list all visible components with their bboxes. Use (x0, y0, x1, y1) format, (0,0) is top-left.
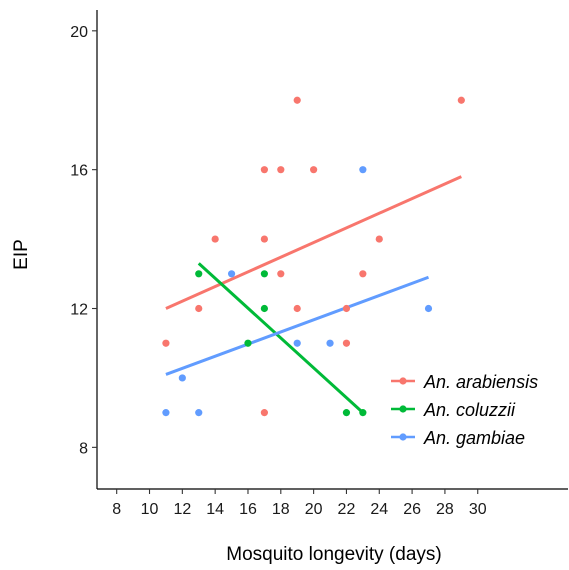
y-tick-label: 8 (79, 440, 88, 457)
x-axis-ticks: 8 10 12 14 16 18 20 22 24 26 28 30 (112, 489, 487, 518)
x-tick-label: 16 (239, 501, 257, 518)
y-tick-label: 16 (70, 163, 88, 180)
legend: An. arabiensis An. coluzzii An. gambiae (391, 372, 538, 448)
data-point-an-coluzzii (260, 270, 268, 278)
y-tick-label: 20 (70, 24, 88, 41)
x-tick-label: 24 (370, 501, 388, 518)
legend-key-point (399, 433, 407, 441)
data-point-an-arabiensis (260, 166, 268, 174)
data-point-an-coluzzii (195, 270, 203, 278)
legend-key-point (399, 405, 407, 413)
y-tick-label: 12 (70, 302, 88, 319)
data-point-an-coluzzii (342, 409, 351, 417)
fit-line-an-coluzzii (197, 262, 364, 414)
legend-item-an-coluzzii: An. coluzzii (391, 400, 516, 420)
fit-line-an-gambiae (165, 275, 430, 376)
data-point-an-gambiae (178, 374, 186, 382)
data-point-an-arabiensis (342, 304, 351, 313)
data-point-an-gambiae (162, 409, 170, 417)
data-point-an-arabiensis (195, 304, 203, 313)
data-point-an-gambiae (195, 409, 203, 417)
data-point-an-arabiensis (375, 235, 383, 243)
data-points (162, 96, 465, 417)
y-axis-title: EIP (11, 239, 32, 270)
data-point-an-arabiensis (277, 166, 285, 174)
data-point-an-arabiensis (260, 235, 268, 243)
data-point-an-coluzzii (260, 304, 268, 313)
data-point-an-gambiae (359, 166, 367, 174)
x-tick-label: 26 (403, 501, 421, 518)
legend-label: An. gambiae (423, 428, 525, 448)
data-point-an-gambiae (326, 339, 334, 347)
data-point-an-gambiae (227, 270, 236, 278)
data-point-an-coluzzii (244, 339, 252, 347)
data-point-an-gambiae (424, 304, 433, 313)
legend-label: An. arabiensis (423, 372, 538, 392)
data-point-an-arabiensis (342, 339, 351, 347)
data-point-an-arabiensis (293, 304, 301, 313)
x-tick-label: 12 (173, 501, 191, 518)
data-point-an-arabiensis (162, 339, 170, 347)
y-axis-ticks: 8 12 16 20 (70, 24, 97, 457)
data-point-an-gambiae (293, 339, 301, 347)
data-point-an-arabiensis (260, 409, 268, 417)
legend-item-an-gambiae: An. gambiae (391, 428, 525, 448)
x-tick-label: 10 (141, 501, 159, 518)
legend-item-an-arabiensis: An. arabiensis (391, 372, 538, 392)
x-tick-label: 30 (469, 501, 487, 518)
x-tick-label: 18 (272, 501, 290, 518)
x-tick-label: 28 (436, 501, 454, 518)
legend-key-point (399, 377, 407, 385)
legend-label: An. coluzzii (423, 400, 516, 420)
fit-lines (165, 175, 462, 414)
x-tick-label: 14 (206, 501, 224, 518)
x-axis-title: Mosquito longevity (days) (226, 544, 441, 565)
data-point-an-arabiensis (211, 235, 219, 243)
x-tick-label: 20 (305, 501, 323, 518)
data-point-an-arabiensis (277, 270, 285, 278)
data-point-an-arabiensis (457, 96, 465, 104)
data-point-an-arabiensis (310, 166, 318, 174)
fit-line-an-arabiensis (165, 175, 462, 310)
data-point-an-coluzzii (359, 409, 367, 417)
x-tick-label: 22 (338, 501, 356, 518)
x-tick-label: 8 (112, 501, 121, 518)
data-point-an-arabiensis (359, 270, 367, 278)
data-point-an-arabiensis (293, 96, 301, 104)
